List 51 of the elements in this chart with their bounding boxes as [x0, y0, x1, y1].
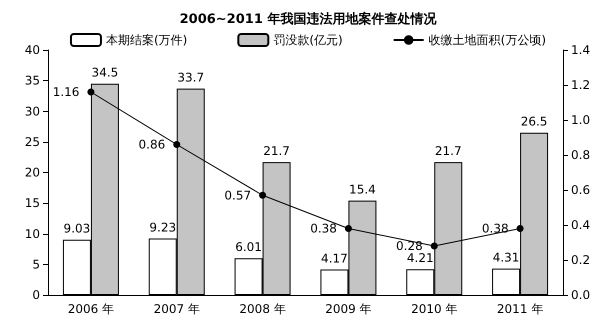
x-tick-label: 2011 年 [496, 302, 544, 316]
y-tick-label: 0 [32, 288, 40, 302]
y2-tick-label: 0.4 [571, 218, 590, 232]
x-tick-label: 2010 年 [411, 302, 458, 316]
point [259, 192, 266, 199]
y2-tick-label: 1.2 [571, 78, 590, 92]
x-tick-label: 2006 年 [68, 302, 114, 316]
data-label: 4.31 [492, 250, 520, 265]
data-label: 0.38 [482, 222, 509, 236]
data-label: 9.23 [149, 220, 176, 234]
x-tick-label: 2008 年 [239, 302, 286, 316]
y2-tick-label: 0.2 [571, 253, 590, 267]
x-tick-label: 2007 年 [154, 302, 200, 316]
y2-tick-label: 0.6 [571, 183, 590, 197]
y2-tick-label: 0.8 [571, 148, 590, 162]
data-label: 26.5 [520, 114, 548, 129]
point [430, 242, 438, 250]
data-label: 33.7 [177, 70, 204, 85]
data-label: 4.17 [321, 251, 348, 266]
data-label: 0.28 [396, 239, 423, 253]
y2-tick-label: 0.0 [571, 288, 590, 302]
y-tick-label: 40 [24, 43, 40, 57]
point [516, 225, 524, 232]
point [344, 225, 352, 232]
data-label: 34.5 [92, 66, 118, 80]
data-label: 15.4 [349, 182, 376, 197]
data-label: 21.7 [263, 144, 290, 158]
y2-tick-label: 1.0 [571, 113, 590, 127]
y2-tick-label: 1.4 [571, 43, 590, 57]
data-label: 6.01 [235, 240, 262, 254]
legend-label: 本期结案(万件) [106, 33, 188, 47]
y-tick-label: 30 [24, 104, 40, 118]
y-tick-label: 10 [24, 226, 40, 241]
point [173, 141, 180, 148]
y-tick-label: 20 [24, 166, 40, 180]
y-tick-label: 5 [32, 257, 40, 272]
y-tick-label: 25 [24, 134, 40, 149]
point [87, 88, 94, 96]
data-label: 0.38 [310, 222, 337, 236]
chart-title: 2006~2011 年我国违法用地案件查处情况 [180, 11, 438, 27]
data-label: 0.86 [138, 138, 166, 152]
data-label: 0.57 [224, 188, 252, 202]
y-tick-label: 15 [24, 196, 40, 210]
data-label: 9.03 [64, 222, 90, 236]
y-tick-label: 35 [24, 74, 40, 88]
x-tick-label: 2009 年 [325, 302, 372, 316]
data-label: 21.7 [434, 144, 462, 158]
data-label: 1.16 [52, 85, 80, 99]
data-label: 4.21 [406, 251, 434, 266]
legend-label: 罚没款(亿元) [273, 33, 343, 47]
legend-label: 收缴土地面积(万公顷) [428, 33, 546, 47]
